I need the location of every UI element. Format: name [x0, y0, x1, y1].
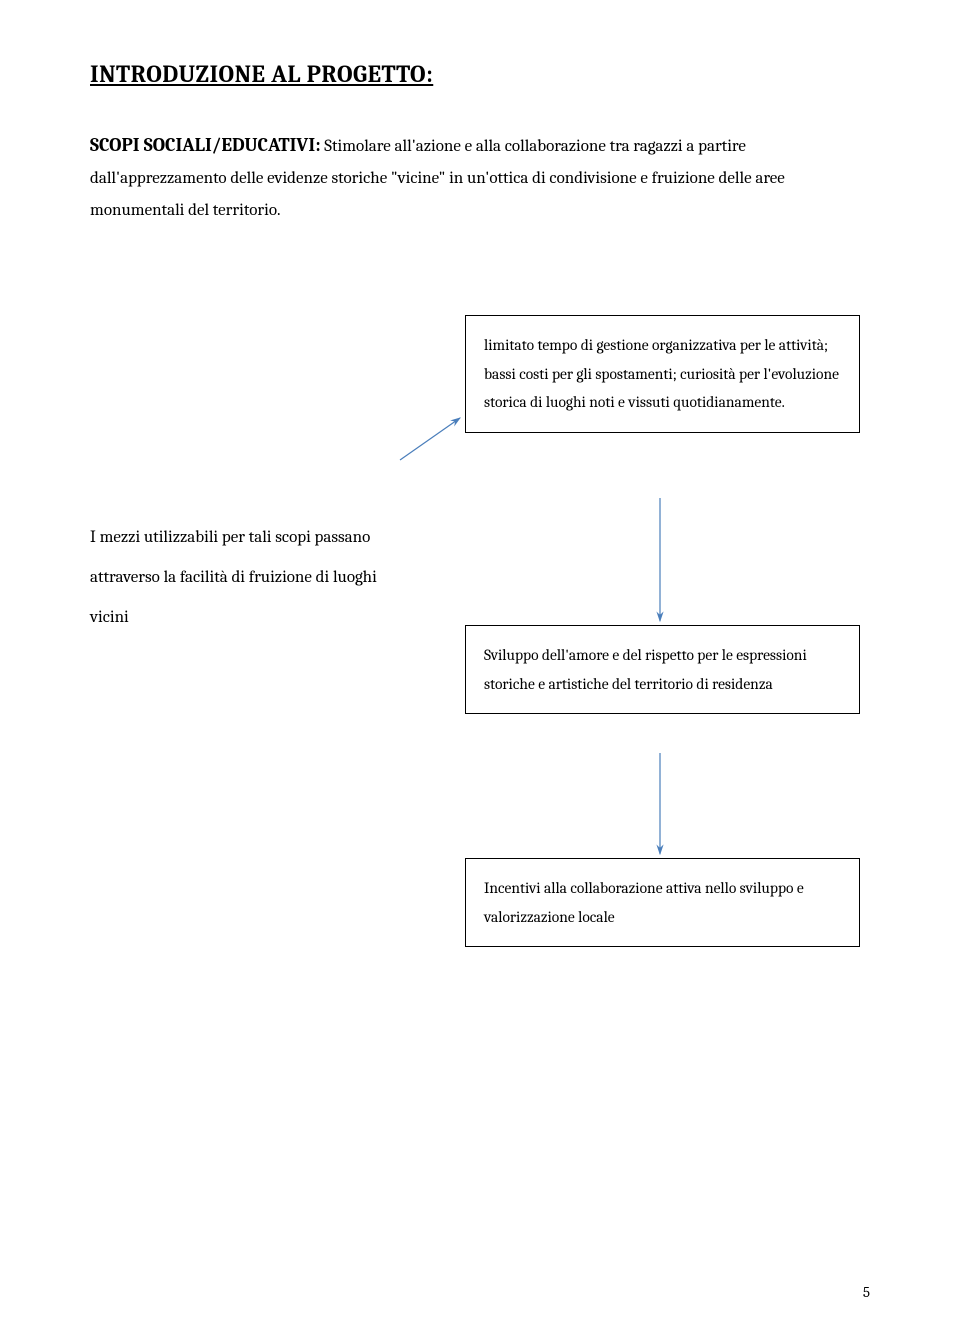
page-title: INTRODUZIONE AL PROGETTO:	[90, 60, 870, 88]
box-1-text: limitato tempo di gestione organizzativa…	[484, 336, 839, 411]
box-3-text: Incentivi alla collaborazione attiva nel…	[484, 879, 804, 926]
mid-text: I mezzi utilizzabili per tali scopi pass…	[90, 518, 450, 638]
mid-line-3: vicini	[90, 598, 450, 638]
intro-paragraph: SCOPI SOCIALI/EDUCATIVI: Stimolare all'a…	[90, 128, 870, 226]
page-number: 5	[863, 1283, 870, 1301]
box-2: Sviluppo dell'amore e del rispetto per l…	[465, 625, 860, 714]
mid-line-1: I mezzi utilizzabili per tali scopi pass…	[90, 518, 450, 558]
document-page: INTRODUZIONE AL PROGETTO: SCOPI SOCIALI/…	[0, 0, 960, 1341]
box-3: Incentivi alla collaborazione attiva nel…	[465, 858, 860, 947]
box-1: limitato tempo di gestione organizzativa…	[465, 315, 860, 433]
box-2-text: Sviluppo dell'amore e del rispetto per l…	[484, 646, 807, 693]
intro-lead: SCOPI SOCIALI/EDUCATIVI:	[90, 134, 321, 156]
mid-line-2: attraverso la facilità di fruizione di l…	[90, 558, 450, 598]
